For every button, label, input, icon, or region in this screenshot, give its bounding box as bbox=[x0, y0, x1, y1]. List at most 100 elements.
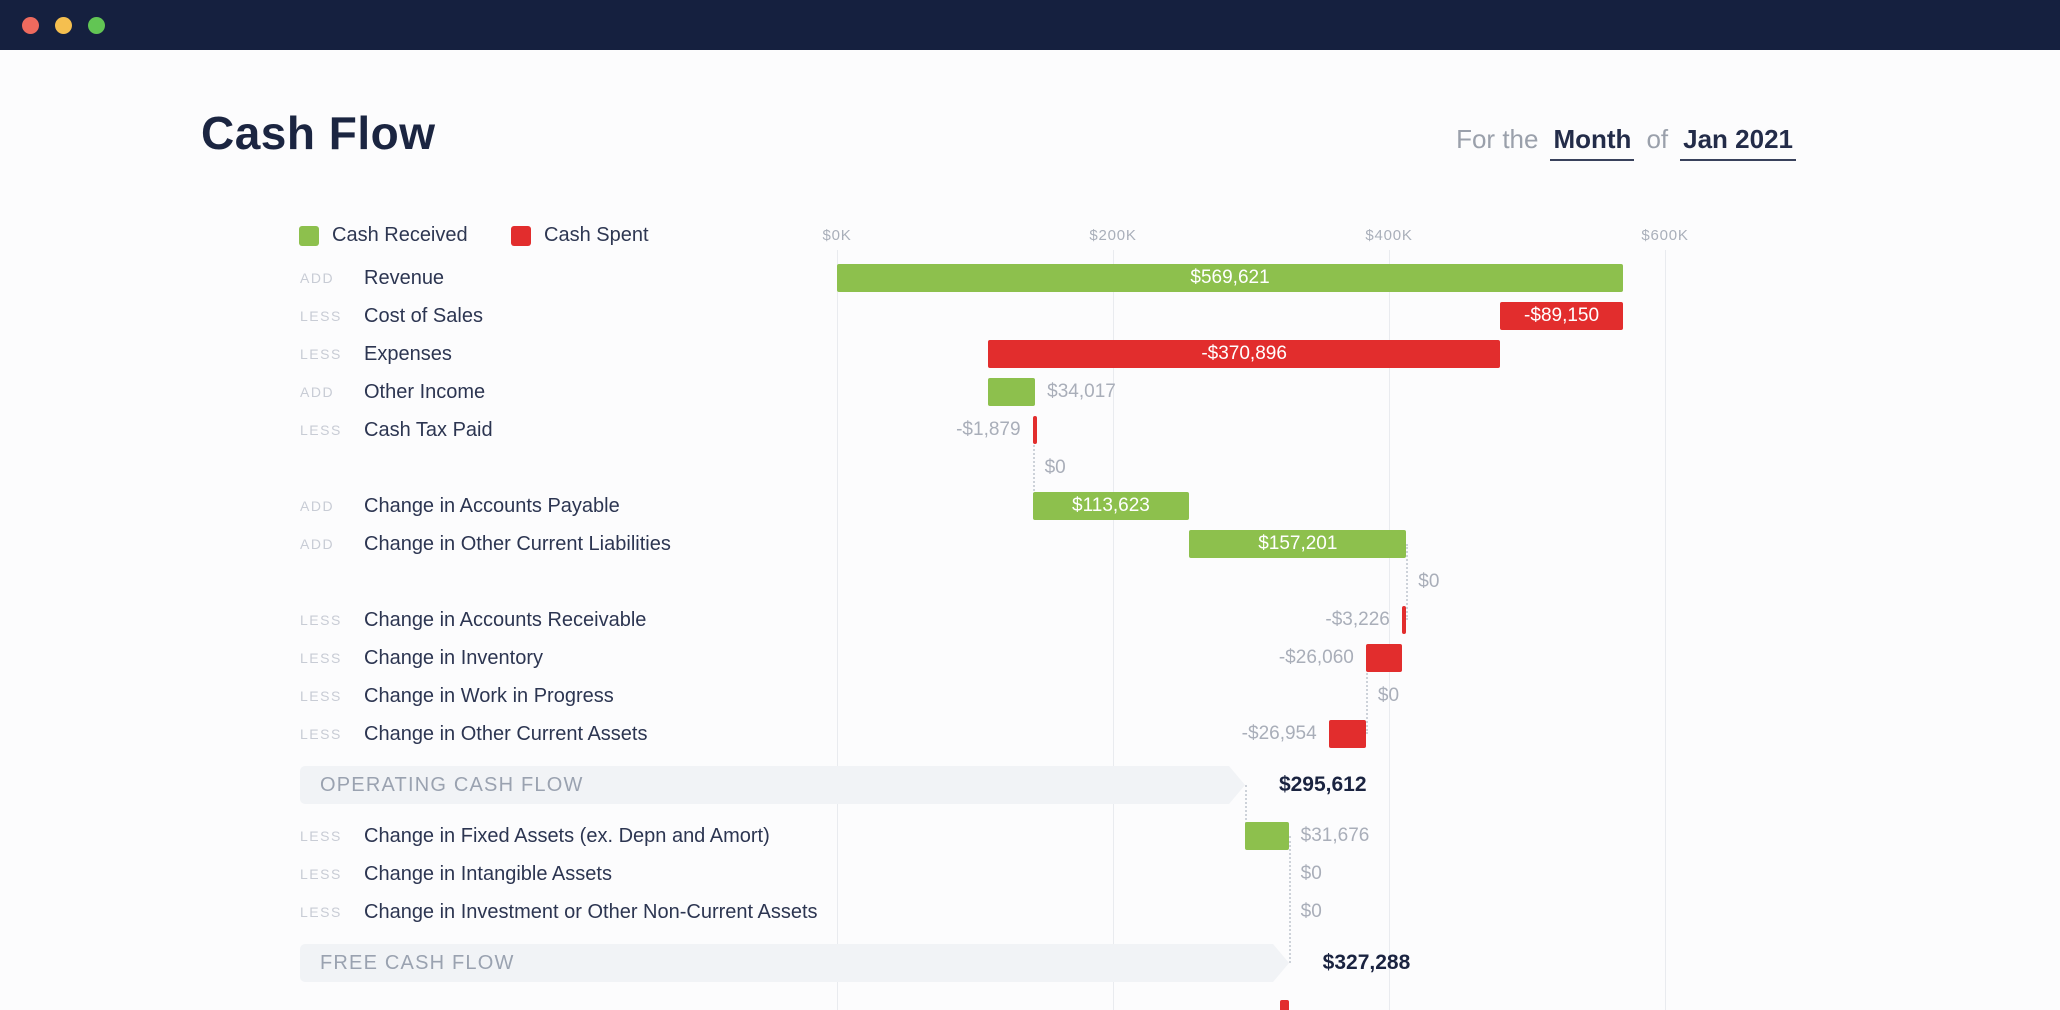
total-row: OPERATING CASH FLOW $295,612 bbox=[0, 753, 2060, 817]
row-label: Other Income bbox=[364, 381, 486, 403]
period-value-select[interactable]: Jan 2021 bbox=[1680, 124, 1796, 161]
waterfall-rows: ADD Revenue $569,621 LESS Cost of Sales -$89,… bbox=[0, 259, 2060, 1010]
total-row: FREE CASH FLOW $327,288 bbox=[0, 931, 2060, 995]
row-prefix-label: LESS bbox=[300, 866, 342, 882]
row-prefix-label: LESS bbox=[300, 346, 342, 362]
zoom-window-button[interactable] bbox=[88, 16, 105, 34]
row-prefix-label: LESS bbox=[300, 650, 342, 666]
waterfall-bar[interactable]: $569,621 bbox=[837, 264, 1624, 292]
gridline bbox=[1389, 250, 1390, 1010]
zero-value-label: $0 bbox=[1300, 901, 1322, 922]
row-prefix-label: ADD bbox=[300, 498, 335, 514]
close-window-button[interactable] bbox=[22, 16, 39, 34]
row-prefix-label: ADD bbox=[300, 270, 335, 286]
row-prefix-label: LESS bbox=[300, 422, 342, 438]
row-label: Change in Other Current Assets bbox=[364, 723, 648, 745]
row-label: Expenses bbox=[364, 343, 452, 365]
row-label: Change in Accounts Receivable bbox=[364, 609, 647, 631]
waterfall-bar[interactable]: -$370,896 bbox=[988, 340, 1501, 368]
bar-value-label: -$1,879 bbox=[956, 419, 1021, 440]
chart-row: LESS Cost of Sales -$89,150 bbox=[0, 297, 2060, 335]
row-prefix-label: LESS bbox=[300, 726, 342, 742]
bar-value-label: -$26,954 bbox=[1241, 723, 1317, 744]
chart-row: ADD Change in Other Current Liabilities $1… bbox=[0, 525, 2060, 563]
bar-value-label: $157,201 bbox=[1258, 533, 1338, 554]
row-label: Change in Other Current Liabilities bbox=[364, 533, 671, 555]
waterfall-bar[interactable] bbox=[1365, 644, 1402, 672]
total-value-label: $327,288 bbox=[1322, 951, 1411, 974]
row-prefix-label: ADD bbox=[300, 536, 335, 552]
waterfall-connector bbox=[1288, 836, 1291, 963]
chart-row: LESS Change in Other Current Assets -$26,9… bbox=[0, 715, 2060, 753]
waterfall-connector bbox=[1244, 785, 1247, 836]
waterfall-bar[interactable]: $157,201 bbox=[1189, 530, 1407, 558]
waterfall-bar[interactable] bbox=[1280, 1000, 1289, 1010]
row-label: Cost of Sales bbox=[364, 305, 483, 327]
zero-value-label: $0 bbox=[1300, 863, 1322, 884]
row-prefix-label: LESS bbox=[300, 904, 342, 920]
row-prefix-label: LESS bbox=[300, 308, 342, 324]
chart-row bbox=[0, 995, 2060, 1010]
gridline bbox=[1113, 250, 1114, 1010]
total-band: OPERATING CASH FLOW bbox=[300, 766, 1245, 804]
cash-spent-swatch-icon bbox=[511, 225, 531, 246]
row-label: Change in Inventory bbox=[364, 647, 544, 669]
legend-item-cash-spent[interactable]: Cash Spent bbox=[511, 212, 649, 259]
bar-value-label: -$89,150 bbox=[1524, 305, 1600, 326]
row-label: Change in Investment or Other Non-Curren… bbox=[364, 901, 818, 923]
gridline bbox=[1665, 250, 1666, 1010]
total-band: FREE CASH FLOW bbox=[300, 944, 1289, 982]
chart-row: $0 bbox=[0, 449, 2060, 487]
minimize-window-button[interactable] bbox=[55, 16, 72, 34]
axis-tick-label: $600K bbox=[1641, 227, 1689, 244]
waterfall-bar[interactable] bbox=[1328, 720, 1366, 748]
waterfall-bar[interactable]: -$89,150 bbox=[1500, 302, 1624, 330]
bar-value-label: $113,623 bbox=[1072, 495, 1150, 516]
row-label: Change in Intangible Assets bbox=[364, 863, 612, 885]
bar-value-label: $34,017 bbox=[1047, 381, 1116, 402]
zero-value-label: $0 bbox=[1377, 685, 1400, 706]
waterfall-bar[interactable] bbox=[988, 378, 1036, 406]
legend-label: Cash Spent bbox=[544, 224, 649, 246]
gridlines-layer bbox=[0, 250, 2060, 1010]
legend-label: Cash Received bbox=[332, 224, 468, 246]
bar-value-label: $31,676 bbox=[1300, 825, 1370, 846]
chart-row: $0 bbox=[0, 563, 2060, 601]
total-value-label: $295,612 bbox=[1278, 773, 1367, 796]
period-prefix-label: For the bbox=[1456, 124, 1539, 154]
row-label: Revenue bbox=[364, 267, 445, 289]
chart-row: LESS Change in Intangible Assets $0 bbox=[0, 855, 2060, 893]
zero-value-label: $0 bbox=[1044, 457, 1066, 478]
waterfall-connector bbox=[1365, 658, 1368, 734]
waterfall-bar[interactable]: $113,623 bbox=[1032, 492, 1190, 520]
chart-row: LESS Change in Inventory -$26,060 bbox=[0, 639, 2060, 677]
chart-row: ADD Change in Accounts Payable $113,623 bbox=[0, 487, 2060, 525]
chart-row: LESS Change in Investment or Other Non-Cu… bbox=[0, 893, 2060, 931]
row-label: Change in Work in Progress bbox=[364, 685, 614, 707]
row-label: Change in Fixed Assets (ex. Depn and Amo… bbox=[364, 825, 770, 847]
legend-item-cash-received[interactable]: Cash Received bbox=[299, 212, 468, 259]
page-title: Cash Flow bbox=[201, 107, 436, 159]
period-granularity-select[interactable]: Month bbox=[1550, 124, 1635, 161]
chart-row: LESS Change in Accounts Receivable -$3,226 bbox=[0, 601, 2060, 639]
period-selector-bar: For the Month of Jan 2021 bbox=[1456, 124, 1796, 161]
bar-value-label: -$26,060 bbox=[1278, 647, 1354, 668]
waterfall-bar[interactable] bbox=[1032, 416, 1037, 444]
row-prefix-label: LESS bbox=[300, 612, 342, 628]
window-titlebar bbox=[0, 0, 2060, 50]
waterfall-bar[interactable] bbox=[1244, 822, 1289, 850]
waterfall-connector bbox=[1032, 430, 1035, 506]
row-prefix-label: LESS bbox=[300, 828, 342, 844]
axis-tick-label: $0K bbox=[822, 227, 852, 244]
chart-row: ADD Revenue $569,621 bbox=[0, 259, 2060, 297]
chart-row: ADD Other Income $34,017 bbox=[0, 373, 2060, 411]
waterfall-bar[interactable] bbox=[1401, 606, 1407, 634]
row-label: Cash Tax Paid bbox=[364, 419, 493, 441]
zero-value-label: $0 bbox=[1418, 571, 1440, 592]
row-label: Change in Accounts Payable bbox=[364, 495, 620, 517]
cash-received-swatch-icon bbox=[299, 225, 319, 246]
chart-row: LESS Change in Fixed Assets (ex. Depn and… bbox=[0, 817, 2060, 855]
total-row-label: OPERATING CASH FLOW bbox=[320, 774, 584, 796]
period-connector-label: of bbox=[1646, 124, 1669, 154]
